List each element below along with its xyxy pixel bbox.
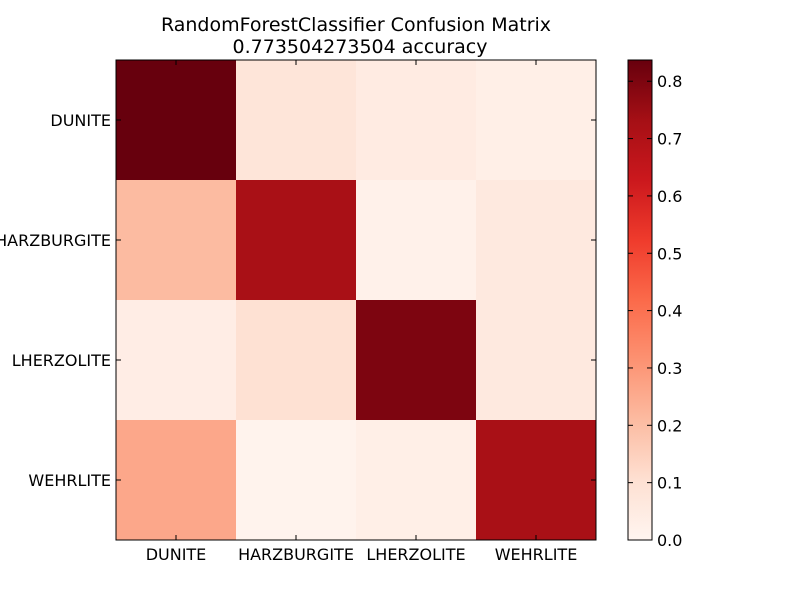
heatmap-cell [356,420,476,540]
chart-subtitle: 0.773504273504 accuracy [233,36,488,58]
colorbar-tick-label: 0.3 [657,359,682,378]
colorbar-tick-label: 0.5 [657,244,682,263]
y-tick-label: HARZBURGITE [0,231,111,250]
heatmap-cell [236,60,356,180]
heatmap-cell [236,300,356,420]
colorbar-tick-label: 0.2 [657,416,682,435]
heatmap-cell [476,60,596,180]
heatmap-cell [476,300,596,420]
colorbar-tick-label: 0.1 [657,474,682,493]
heatmap-cell [356,180,476,300]
heatmap-cell [116,300,236,420]
x-tick-label: HARZBURGITE [238,545,354,564]
y-axis-ticks: DUNITE HARZBURGITE LHERZOLITE WEHRLITE [0,111,596,490]
colorbar [627,59,653,541]
heatmap-cell [116,180,236,300]
x-axis-ticks: DUNITE HARZBURGITE LHERZOLITE WEHRLITE [146,60,578,564]
colorbar-tick-label: 0.8 [657,72,682,91]
heatmap-cell [476,180,596,300]
colorbar-tick-label: 0.7 [657,130,682,149]
heatmap-cell [116,420,236,540]
chart-title: RandomForestClassifier Confusion Matrix [161,14,551,36]
y-tick-label: LHERZOLITE [12,351,111,370]
x-tick-label: DUNITE [146,545,207,564]
colorbar-tick-label: 0.4 [657,302,682,321]
heatmap-cell [356,300,476,420]
heatmap-cell [356,60,476,180]
heatmap-cells [116,60,596,540]
heatmap-cell [476,420,596,540]
y-tick-label: WEHRLITE [28,471,111,490]
colorbar-tick-label: 0.0 [657,531,682,550]
heatmap-cell [236,180,356,300]
x-tick-label: LHERZOLITE [366,545,465,564]
colorbar-ticks: 0.0 0.1 0.2 0.3 0.4 0.5 0.6 0.7 0.8 [628,72,682,550]
heatmap-cell [116,60,236,180]
heatmap-cell [236,420,356,540]
plot-frame [115,59,597,541]
x-tick-label: WEHRLITE [495,545,578,564]
y-tick-label: DUNITE [50,111,111,130]
colorbar-tick-label: 0.6 [657,187,682,206]
